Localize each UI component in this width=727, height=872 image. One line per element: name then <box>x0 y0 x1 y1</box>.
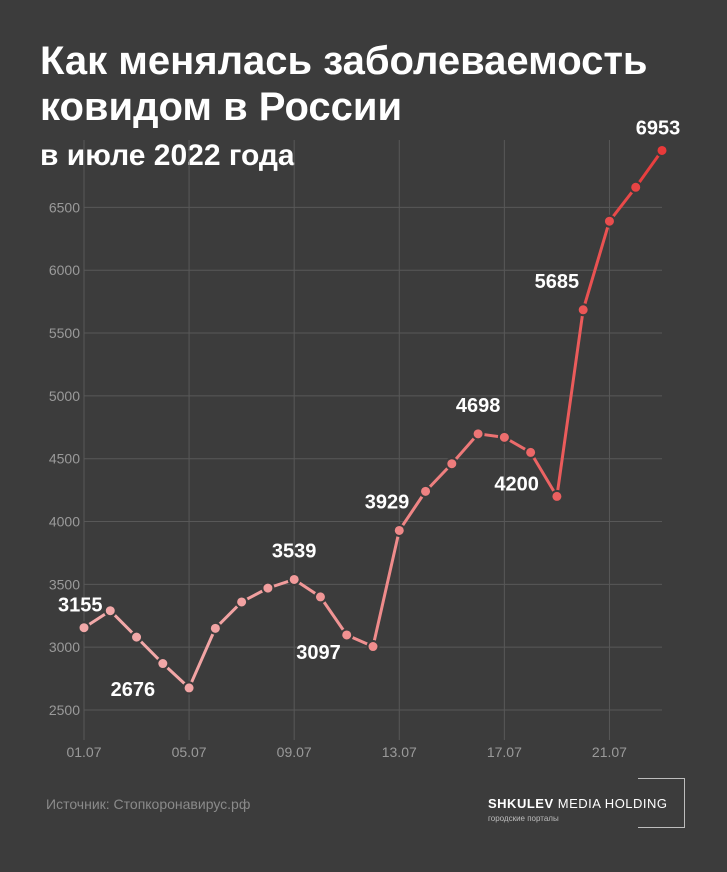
logo-brand-rest: MEDIA HOLDING <box>553 796 668 811</box>
data-point <box>287 572 301 586</box>
logo-brand: SHKULEV MEDIA HOLDING <box>488 796 668 811</box>
data-point <box>130 630 144 644</box>
series-line-segment <box>555 308 585 498</box>
y-tick-label: 3500 <box>49 576 80 592</box>
publisher-logo: SHKULEV MEDIA HOLDING городские порталы <box>488 778 688 830</box>
logo-tagline: городские порталы <box>488 814 559 823</box>
data-point <box>103 604 117 618</box>
chart-subtitle: в июле 2022 года <box>40 139 295 172</box>
data-label: 4698 <box>456 395 501 417</box>
y-tick-label: 6000 <box>49 262 80 278</box>
series-line-segment <box>450 432 480 466</box>
x-tick-label: 01.07 <box>66 744 101 760</box>
data-label: 3097 <box>296 642 341 664</box>
data-point <box>77 621 91 635</box>
data-point <box>235 595 249 609</box>
data-point <box>340 628 354 642</box>
data-point <box>524 445 538 459</box>
data-point <box>392 523 406 537</box>
logo-brand-bold: SHKULEV <box>488 796 554 811</box>
title-block: Как менялась заболеваемость ковидом в Ро… <box>40 38 710 174</box>
y-tick-label: 6500 <box>49 199 80 215</box>
x-tick-label: 13.07 <box>382 744 417 760</box>
data-point <box>655 143 669 157</box>
series-line-segment <box>581 219 611 312</box>
x-tick-label: 05.07 <box>172 744 207 760</box>
data-point <box>471 427 485 441</box>
data-point <box>261 581 275 595</box>
data-label: 3539 <box>272 540 317 562</box>
x-tick-label: 09.07 <box>277 744 312 760</box>
series-line-segment <box>607 185 638 223</box>
logo-frame <box>638 778 685 828</box>
data-label: 3155 <box>58 595 103 617</box>
x-tick-label: 17.07 <box>487 744 522 760</box>
data-point <box>602 214 616 228</box>
series-line-segment <box>318 595 349 637</box>
data-point <box>313 590 327 604</box>
data-label: 5685 <box>535 271 580 293</box>
data-point <box>419 484 433 498</box>
data-point <box>366 640 380 654</box>
y-tick-label: 5000 <box>49 388 80 404</box>
data-point <box>629 180 643 194</box>
y-tick-label: 2500 <box>49 702 80 718</box>
data-point <box>445 457 459 471</box>
data-point <box>550 489 564 503</box>
chart-title: Как менялась заболеваемость ковидом в Ро… <box>40 39 648 129</box>
series-line-segment <box>529 450 559 498</box>
data-point <box>182 681 196 695</box>
series-line-segment <box>187 626 217 690</box>
data-point <box>497 430 511 444</box>
series-line-segment <box>397 489 428 532</box>
data-label: 4200 <box>494 473 539 495</box>
data-label: 2676 <box>111 679 156 701</box>
source-note: Источник: Стопкоронавирус.рф <box>46 796 251 812</box>
x-tick-label: 21.07 <box>592 744 627 760</box>
data-point <box>156 657 170 671</box>
y-tick-label: 4000 <box>49 514 80 530</box>
data-point <box>208 621 222 635</box>
y-tick-label: 3000 <box>49 639 80 655</box>
series-line-segment <box>634 148 664 189</box>
series-line-segment <box>371 528 401 649</box>
y-tick-label: 5500 <box>49 325 80 341</box>
y-tick-label: 4500 <box>49 451 80 467</box>
data-label: 6953 <box>636 117 681 139</box>
data-point <box>576 303 590 317</box>
data-label: 3929 <box>365 491 410 513</box>
